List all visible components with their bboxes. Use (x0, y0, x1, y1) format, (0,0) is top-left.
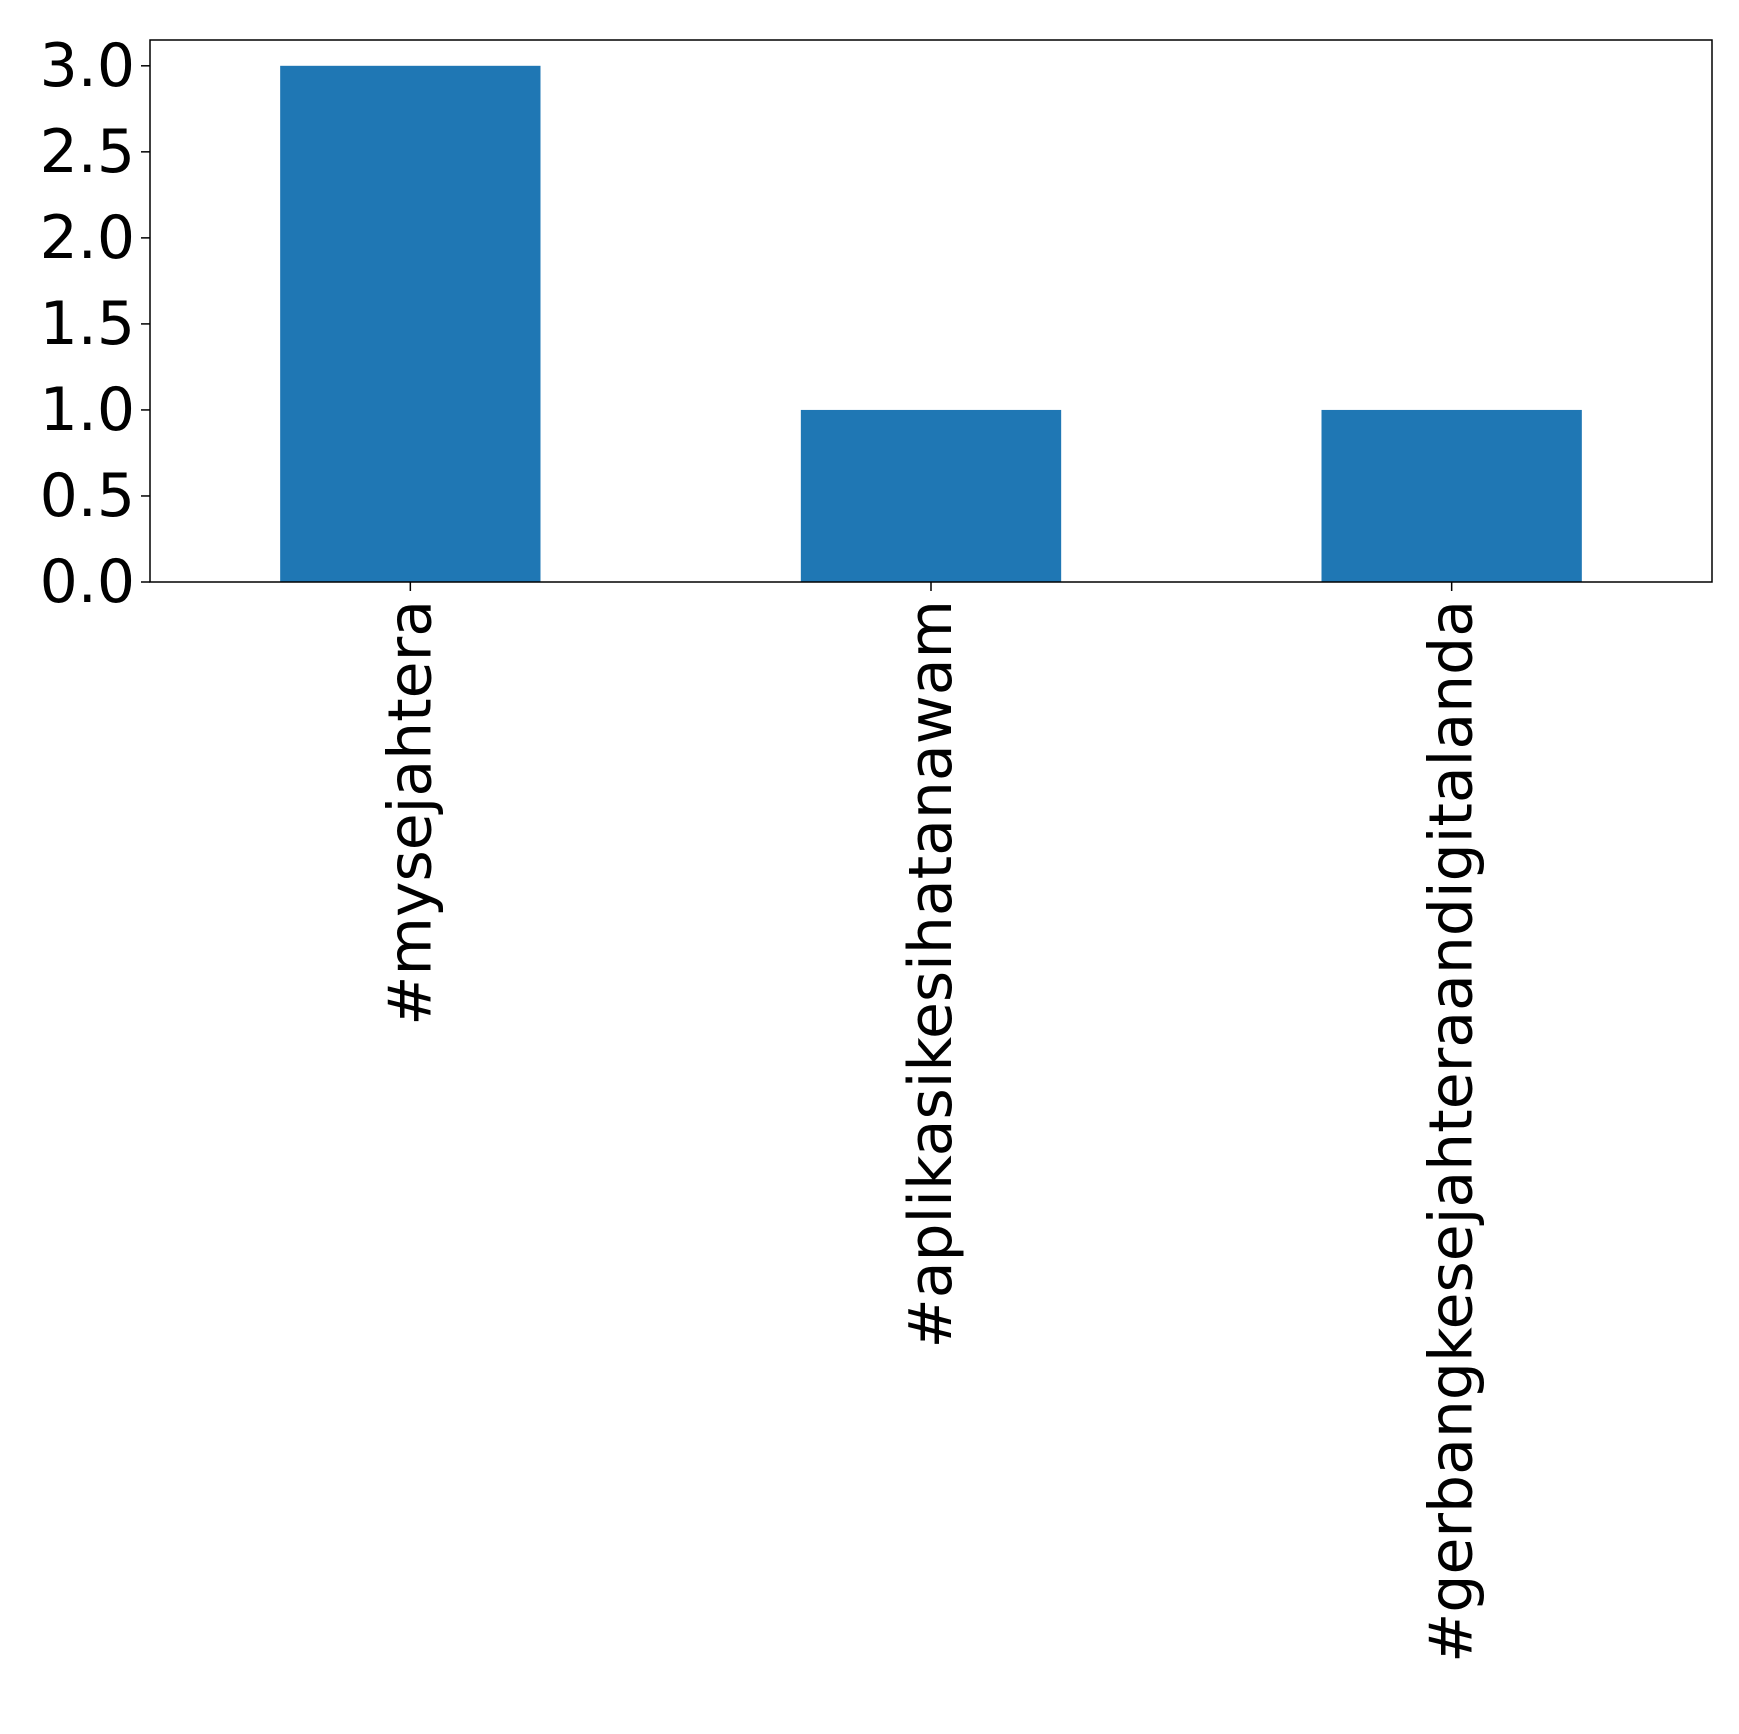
y-tick-label: 2.5 (40, 117, 135, 187)
plot-frame (149, 39, 1713, 583)
y-tick-label: 3.0 (40, 31, 135, 101)
x-tick-label: #mysejahtera (375, 600, 445, 1026)
y-tick-label: 1.0 (40, 375, 135, 445)
y-tick-label: 2.0 (40, 203, 135, 273)
bar-2 (800, 409, 1062, 582)
bar-3 (1321, 409, 1582, 582)
y-tick-label: 1.5 (40, 289, 135, 359)
y-tick-label: 0.0 (40, 547, 135, 617)
bars-group (280, 65, 1582, 583)
bar-1 (280, 65, 541, 583)
x-axis: #mysejahtera #aplikasikesihatanawam #gerba… (375, 582, 1487, 1663)
y-tick-label: 0.5 (40, 461, 135, 531)
y-axis: 0.0 0.5 1.0 1.5 2.0 2.5 3.0 (40, 31, 150, 617)
x-tick-label: #gerbangkesejahteraandigitalanda (1417, 600, 1487, 1663)
x-tick-label: #aplikasikesihatanawam (896, 600, 966, 1348)
